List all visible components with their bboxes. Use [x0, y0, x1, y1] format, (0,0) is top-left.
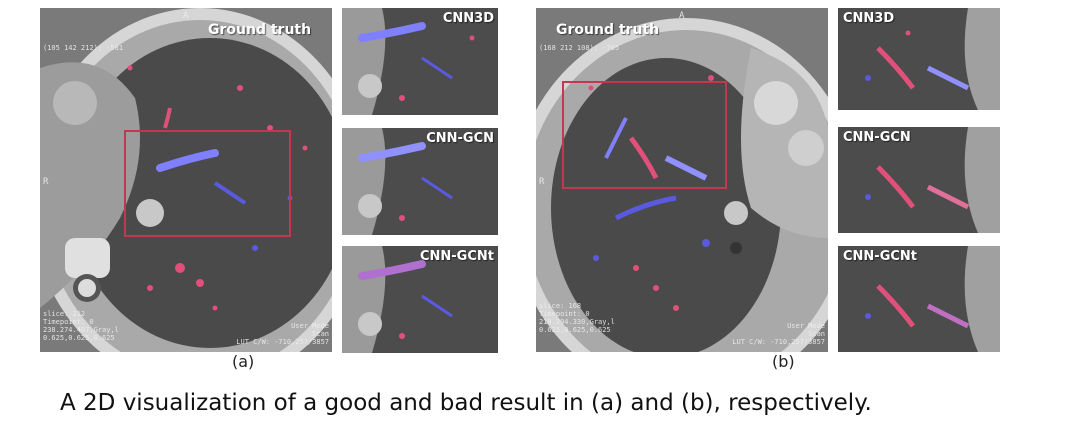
figure-a-thumb-1-label: CNN3D	[442, 11, 494, 26]
figure-b-thumb-2: CNN-GCN	[838, 127, 1000, 233]
mode-line: Scan	[808, 330, 825, 338]
figure-b-sublabel: (b)	[772, 352, 795, 371]
figure-a-ground-truth-label: Ground truth	[208, 22, 312, 38]
slice-line: slice: 212	[43, 310, 86, 318]
slice-line: 0.625,0.625,0.625	[539, 326, 611, 334]
figure-a-orient-left: R	[43, 177, 49, 187]
mode-line: LUT C/W: -710,257/3857	[236, 338, 329, 346]
mode-line: LUT C/W: -710,257/3857	[732, 338, 825, 346]
figure-a-thumb-2-label: CNN-GCN	[426, 131, 494, 146]
figure-b-thumb-3-label: CNN-GCNt	[843, 249, 918, 264]
figure-b-orient-left: R	[539, 177, 545, 187]
figure-b-coords: (168 212 108); -765	[539, 44, 620, 52]
figure-b-ground-truth-label: Ground truth	[556, 22, 660, 38]
figure-b-orient-top: A	[679, 11, 685, 21]
figure-a-thumb-3: CNN-GCNt	[342, 246, 498, 353]
figure-a-sublabel: (a)	[232, 352, 255, 371]
figure-a-slice-info: slice: 212 Timepoint: 0 238.274.407,Gray…	[43, 310, 119, 342]
slice-line: Timepoint: 0	[539, 310, 590, 318]
figure-b-thumb-3: CNN-GCNt	[838, 246, 1000, 352]
figure-b-mode-info: User Mode Scan LUT C/W: -710,257/3857	[732, 322, 825, 346]
figure-b-slice-info: slice: 168 Timepoint: 0 218.294.330,Gray…	[539, 302, 615, 334]
figure-b-main-ct: Ground truth (168 212 108); -765 A R sli…	[536, 8, 828, 352]
figure-caption: A 2D visualization of a good and bad res…	[60, 390, 872, 416]
figure-b-roi-box	[562, 81, 727, 189]
figure-b-thumb-2-label: CNN-GCN	[843, 130, 911, 145]
figure-a-coords: (105 142 212); -581	[43, 44, 124, 52]
slice-line: slice: 168	[539, 302, 582, 310]
mode-line: User Mode	[787, 322, 825, 330]
figure-a-orient-top: A	[183, 11, 189, 21]
slice-line: 238.274.407,Gray,l	[43, 326, 119, 334]
figure-a-thumb-3-label: CNN-GCNt	[419, 249, 494, 264]
figure-a-thumb-2: CNN-GCN	[342, 128, 498, 235]
figure-a-main-ct: Ground truth (105 142 212); -581 A R sli…	[40, 8, 332, 352]
slice-line: 0.625,0.625,0.625	[43, 334, 115, 342]
figure-b-thumb-1-label: CNN3D	[843, 11, 895, 26]
figure-a-thumb-1: CNN3D	[342, 8, 498, 115]
mode-line: User Mode	[291, 322, 329, 330]
slice-line: 218.294.330,Gray,l	[539, 318, 615, 326]
figure-a-roi-box	[124, 130, 291, 237]
figure-b-thumb-1: CNN3D	[838, 8, 1000, 110]
mode-line: Scan	[312, 330, 329, 338]
figure-a-mode-info: User Mode Scan LUT C/W: -710,257/3857	[236, 322, 329, 346]
slice-line: Timepoint: 0	[43, 318, 94, 326]
